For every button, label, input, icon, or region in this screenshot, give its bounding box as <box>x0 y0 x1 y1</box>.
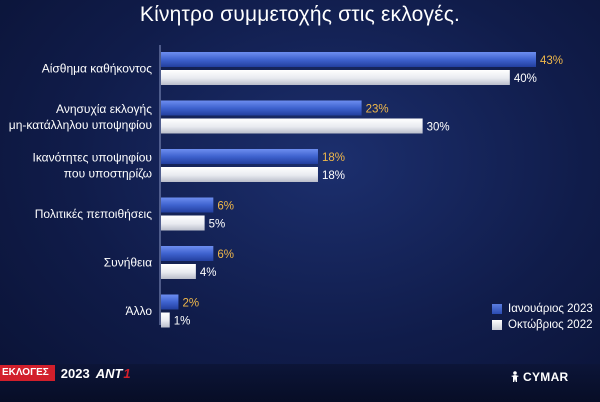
category-label: Αίσθημα καθήκοντος <box>42 62 153 76</box>
data-label: 6% <box>217 249 234 261</box>
data-label: 30% <box>427 122 450 134</box>
bar-chart: Αίσθημα καθήκοντος 43%40% Ανησυχία εκλογής… <box>9 45 563 328</box>
chart-title: Κίνητρο συμμετοχής στις εκλογές. <box>139 3 461 26</box>
data-label: 5% <box>209 219 226 231</box>
bar-jan-2023 <box>161 100 362 116</box>
category-label: Συνήθεια <box>104 256 152 270</box>
category-label: Πολιτικές πεποιθήσεις <box>35 207 152 221</box>
legend-swatch-blue <box>492 304 502 314</box>
footer-bar <box>0 364 600 402</box>
ant1-logo: ANT 1 <box>96 366 131 381</box>
data-label: 18% <box>322 170 345 182</box>
data-label: 43% <box>540 55 563 67</box>
data-label: 23% <box>366 104 389 116</box>
category-label: μη-κατάλληλου υποψηφίου <box>9 118 152 132</box>
cymar-logo-text: CYMAR <box>523 370 569 384</box>
ant1-logo-suffix: 1 <box>123 365 131 381</box>
bar-oct-2022 <box>161 70 510 85</box>
broadcast-brand: ΕΚΛΟΓΕΣ 2023 ANT 1 <box>0 365 131 381</box>
legend: Ιανουάριος 2023 Οκτώβριος 2022 <box>492 301 600 333</box>
category-label: που υποστηρίζω <box>64 167 152 181</box>
elections-tag: ΕΚΛΟΓΕΣ <box>0 365 55 381</box>
bar-oct-2022 <box>161 312 170 328</box>
category-label: Ανησυχία εκλογής <box>56 102 152 116</box>
title-bar: Κίνητρο συμμετοχής στις εκλογές. <box>0 0 600 30</box>
data-label: 18% <box>322 152 345 164</box>
chart-area: Αίσθημα καθήκοντος 43% 40% Ανησυχία εκλογής… <box>0 40 600 370</box>
legend-swatch-white <box>492 320 502 330</box>
cymar-figure-icon <box>511 371 519 382</box>
bar-jan-2023 <box>161 52 536 67</box>
bar-oct-2022 <box>161 167 318 182</box>
data-label: 1% <box>174 316 191 328</box>
bar-jan-2023 <box>161 246 214 261</box>
bar-jan-2023 <box>161 149 318 164</box>
bar-oct-2022 <box>161 215 205 231</box>
bar-oct-2022 <box>161 118 423 134</box>
category-label: Άλλο <box>125 304 152 318</box>
legend-item-oct-2022: Οκτώβριος 2022 <box>492 317 600 333</box>
data-label: 2% <box>182 298 199 310</box>
bar-jan-2023 <box>161 294 179 310</box>
bar-jan-2023 <box>161 197 214 213</box>
legend-item-jan-2023: Ιανουάριος 2023 <box>492 301 600 317</box>
elections-year: 2023 <box>60 365 90 381</box>
data-label: 6% <box>217 201 234 213</box>
data-label: 4% <box>200 267 217 279</box>
bar-oct-2022 <box>161 264 196 279</box>
legend-label: Οκτώβριος 2022 <box>508 319 593 331</box>
data-label: 40% <box>514 73 537 85</box>
category-label: Ικανότητες υποψηφίου <box>32 151 152 165</box>
cymar-logo: CYMAR <box>510 370 569 384</box>
legend-label: Ιανουάριος 2023 <box>508 303 593 315</box>
ant1-logo-text: ANT <box>95 365 123 381</box>
